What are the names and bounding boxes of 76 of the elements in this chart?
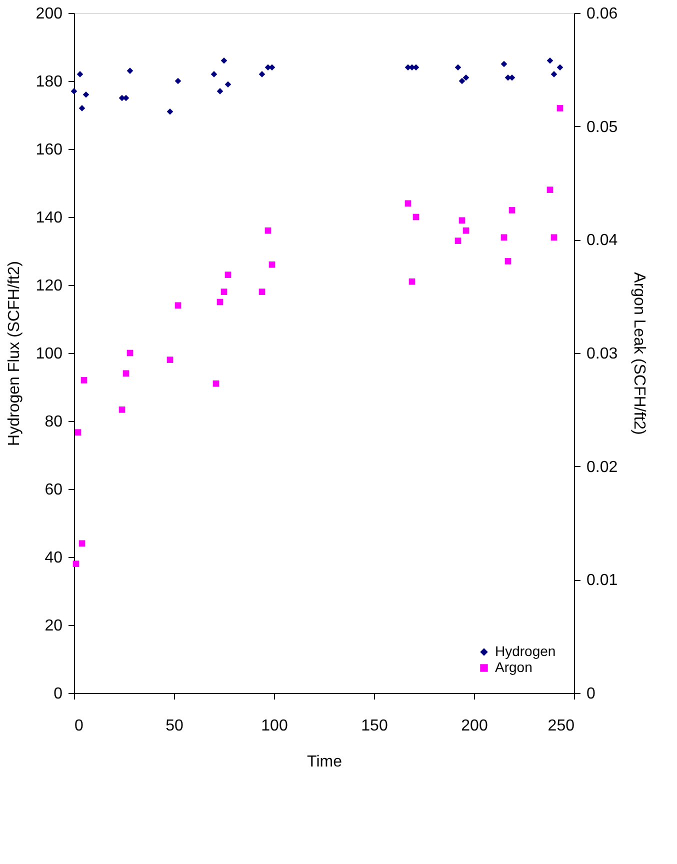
point — [166, 356, 174, 363]
x-axis-title: Time — [307, 754, 342, 770]
point — [458, 78, 466, 84]
y-tick-label: 160 — [36, 142, 63, 158]
point — [454, 238, 462, 244]
point — [556, 64, 564, 71]
y-tick-label: 60 — [44, 482, 63, 498]
point — [550, 71, 558, 78]
point — [458, 217, 466, 224]
y2-tick-label: 0.01 — [586, 572, 618, 590]
point — [556, 105, 564, 112]
point — [70, 88, 78, 94]
point — [126, 350, 134, 356]
point — [504, 258, 512, 264]
y-tick-label: 200 — [36, 6, 63, 22]
y-tick-label: 20 — [44, 618, 63, 634]
point — [174, 302, 182, 309]
point — [462, 74, 470, 81]
point — [80, 377, 88, 384]
point — [224, 81, 232, 88]
point — [258, 71, 266, 78]
y-tick-label: 100 — [36, 346, 63, 362]
point — [268, 261, 276, 268]
y-tick-label: 120 — [36, 278, 63, 294]
point — [122, 370, 130, 377]
y2-tick-label: 0 — [586, 686, 596, 702]
y2-tick-label: 0.03 — [586, 346, 618, 362]
point — [220, 288, 228, 295]
point — [210, 71, 218, 78]
y2-tick-label: 0.04 — [586, 232, 618, 250]
point — [404, 200, 412, 207]
point — [462, 227, 470, 234]
point — [412, 214, 420, 220]
y-tick-label: 0 — [54, 686, 63, 702]
point — [500, 234, 508, 241]
x-tick-label: 0 — [74, 718, 84, 734]
y-tick-label: 140 — [36, 210, 63, 226]
point — [224, 272, 232, 278]
y-tick-label: 40 — [44, 550, 63, 566]
y2-axis-title: Argon Leak (SCFH/ft2) — [630, 272, 648, 435]
point — [264, 227, 272, 234]
y-tick-label: 80 — [44, 414, 63, 430]
point — [166, 108, 174, 115]
point — [258, 288, 266, 295]
point — [126, 68, 134, 74]
legend-label: Hydrogen — [495, 643, 556, 659]
point — [216, 298, 224, 306]
point — [408, 278, 416, 285]
point — [212, 380, 220, 387]
legend-label: Argon — [495, 659, 532, 675]
y-tick-label: 180 — [36, 74, 63, 90]
point — [454, 64, 462, 71]
y-axis-title: Hydrogen Flux (SCFH/ft2) — [6, 261, 23, 446]
x-tick-label: 200 — [461, 718, 488, 734]
point — [82, 91, 90, 98]
point — [76, 71, 84, 78]
point — [78, 105, 86, 112]
y2-tick-label: 0.02 — [586, 458, 618, 476]
point — [546, 57, 554, 64]
point — [74, 429, 82, 436]
y2-tick-label: 0.05 — [586, 118, 618, 136]
x-tick-label: 50 — [166, 718, 184, 734]
y2-tick-label: 0.06 — [586, 6, 618, 22]
x-tick-label: 150 — [361, 718, 388, 734]
point — [508, 207, 516, 214]
point — [216, 88, 224, 94]
x-tick-label: 250 — [548, 718, 575, 734]
point — [500, 60, 508, 68]
x-tick-label: 100 — [261, 718, 288, 734]
point — [72, 560, 80, 567]
point — [118, 406, 126, 413]
point — [550, 234, 558, 241]
point — [174, 78, 182, 84]
point — [546, 186, 554, 193]
point — [78, 540, 86, 547]
point — [220, 57, 228, 64]
